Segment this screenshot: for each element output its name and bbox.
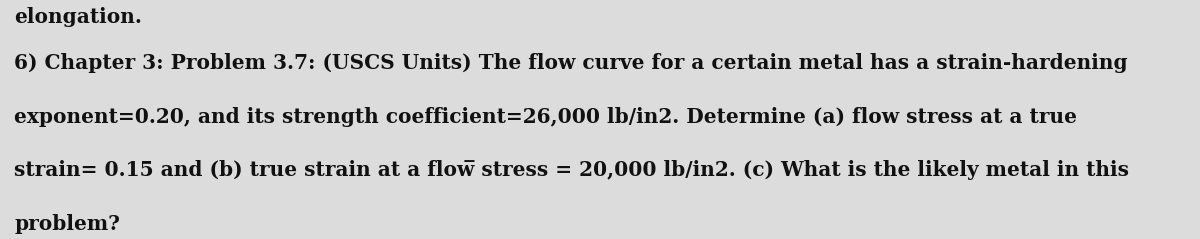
Text: problem?: problem?	[14, 214, 120, 234]
Text: elongation.: elongation.	[14, 7, 143, 27]
Text: 6) Chapter 3: Problem 3.7: (USCS Units) The flow curve for a certain metal has a: 6) Chapter 3: Problem 3.7: (USCS Units) …	[14, 53, 1128, 73]
Text: exponent=0.20, and its strength coefficient=26,000 lb/in2. Determine (a) flow st: exponent=0.20, and its strength coeffici…	[14, 107, 1078, 127]
Text: strain= 0.15 and (b) true strain at a flow̅ stress = 20,000 lb/in2. (c) What is : strain= 0.15 and (b) true strain at a fl…	[14, 160, 1129, 180]
